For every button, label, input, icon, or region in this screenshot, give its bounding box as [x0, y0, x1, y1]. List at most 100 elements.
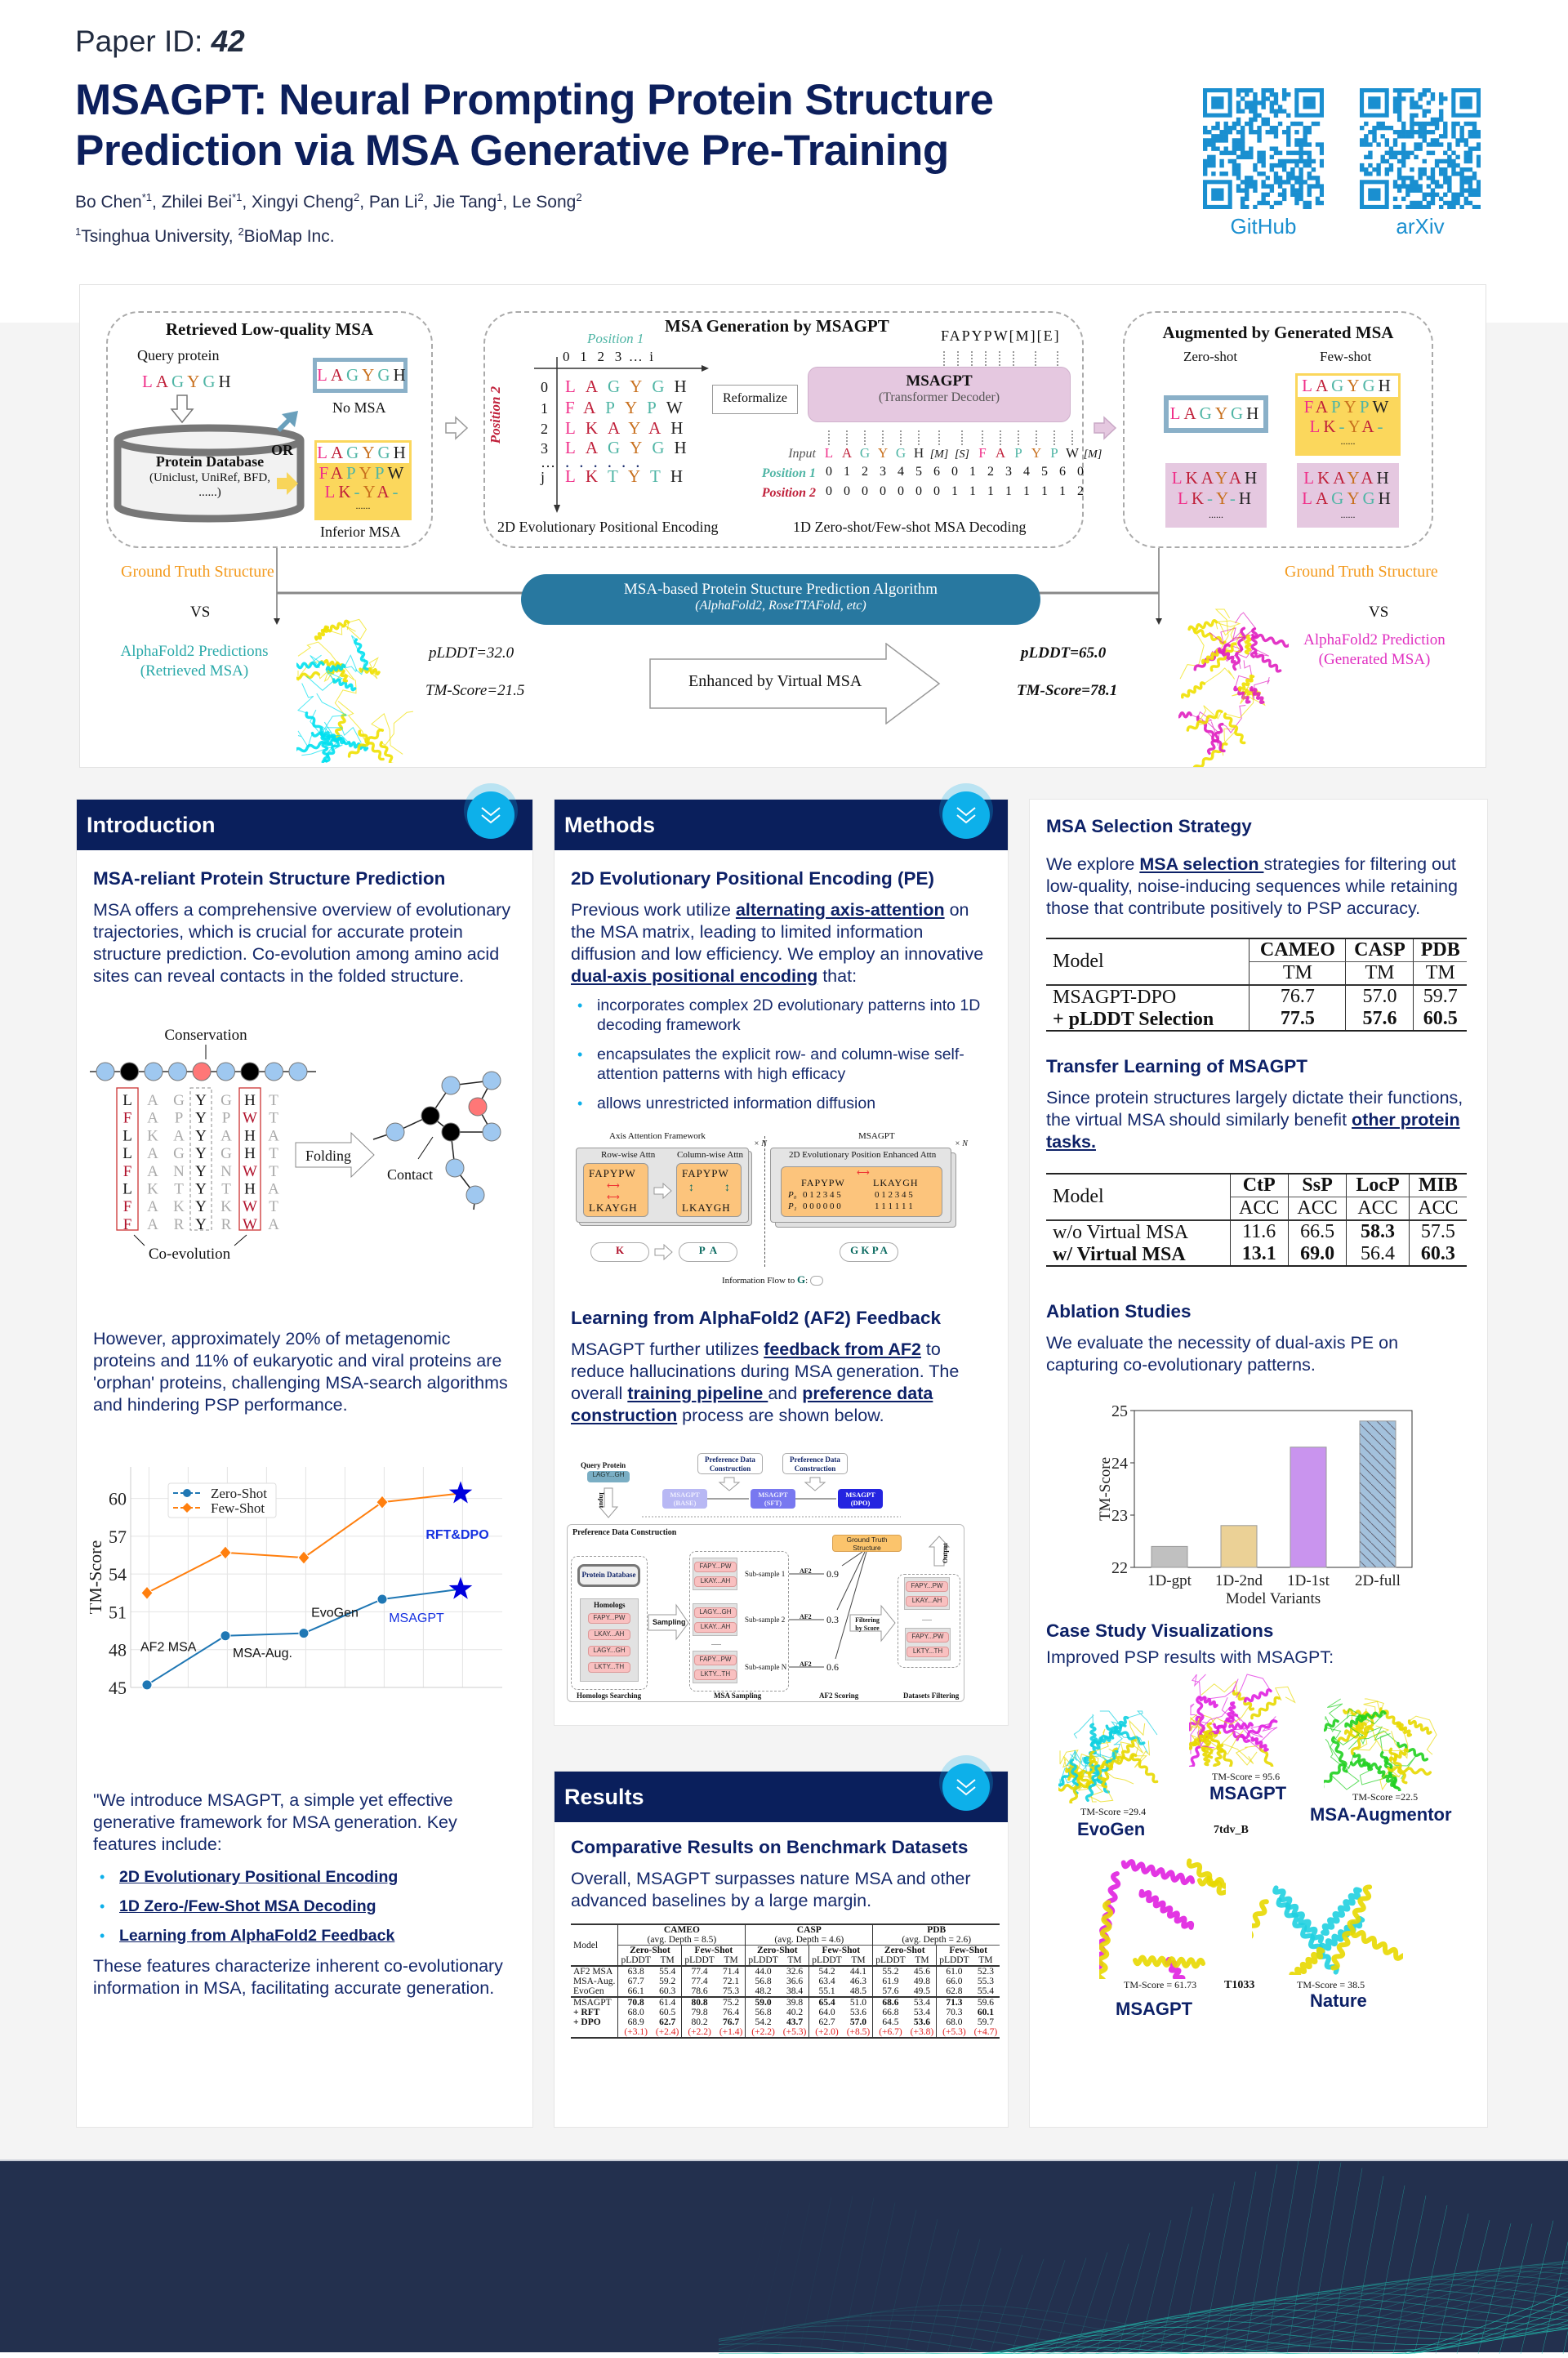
point-annotation: AF2 MSA: [140, 1641, 197, 1655]
table-cell: 57.0: [849, 2017, 867, 2027]
inline-link[interactable]: training pipeline: [627, 1384, 768, 1403]
stage-label: MSA Sampling: [714, 1692, 762, 1700]
table-cell: 56.4: [1346, 1243, 1410, 1266]
bar-1D-2nd: [1220, 1525, 1258, 1568]
table-cell: 53.6: [849, 2008, 867, 2017]
metric-header: ACC: [1408, 1197, 1467, 1220]
inline-link[interactable]: preference data construction: [571, 1384, 933, 1425]
inferior-msa-label: Inferior MSA: [320, 524, 401, 540]
header-row: Model CtP SsP LocP MIB: [1046, 1174, 1467, 1207]
sequence-chip: LKAY...AH: [588, 1629, 630, 1640]
residue-node: [482, 1122, 501, 1142]
model-name: MSAGPT-DPO: [1053, 986, 1177, 1008]
right-arrow-icon: [1094, 416, 1117, 440]
table-cell: 40.2: [786, 2008, 804, 2017]
prediction-sublabel-left: (Retrieved MSA): [140, 662, 249, 680]
database-subtitle: (Uniclust, UniRef, BFD,: [149, 471, 270, 484]
residue-node: [265, 1062, 283, 1081]
msa-residue: K: [147, 1181, 158, 1198]
feature-item[interactable]: 2D Evolutionary Positional Encoding: [93, 1867, 516, 1887]
tm-score-label: TM-Score = 95.6: [1212, 1771, 1281, 1782]
github-qr-code[interactable]: [1202, 87, 1325, 213]
feature-link[interactable]: Learning from AlphaFold2 Feedback: [119, 1927, 395, 1945]
table-cell: 49.8: [913, 1977, 930, 1986]
inline-link[interactable]: alternating axis-attention: [735, 900, 945, 920]
fig-label: × N: [754, 1139, 767, 1148]
table-cell: 75.3: [723, 1986, 740, 1996]
table-cell: 11.6: [1229, 1220, 1289, 1243]
figure-label: Output: [942, 1543, 949, 1563]
table-cell: 52.3: [977, 1967, 994, 1977]
decoder-tokens-row: L A G Y G H [M] [S] F A P Y P W [M]: [824, 445, 1102, 461]
tm-score-left: TM-Score=21.5: [425, 682, 525, 699]
feature-item[interactable]: Learning from AlphaFold2 Feedback: [93, 1926, 516, 1946]
arxiv-qr-code[interactable]: [1359, 87, 1481, 213]
data-point: [141, 1679, 153, 1691]
inline-link[interactable]: other protein tasks.: [1046, 1110, 1460, 1152]
msa-residue: K: [220, 1198, 232, 1215]
residue-node: [192, 1062, 212, 1081]
table-cell: 64.5: [872, 2017, 908, 2027]
msa-row: LAGYGH: [1302, 488, 1394, 508]
chevron-down-icon[interactable]: [942, 791, 990, 839]
msa-row: LAGYGH: [317, 443, 409, 463]
table-cell: 67.7: [617, 1977, 653, 1986]
subheading: MSA Selection Strategy: [1046, 816, 1252, 836]
metric-header: TM: [787, 1955, 802, 1965]
sequence-chip: LKAY...AH: [694, 1576, 737, 1587]
figure-label: ......: [922, 1615, 932, 1622]
input-label: Input: [788, 447, 816, 461]
msa-selection-table: Model CAMEO CASP PDB TM TM TM MSAGPT-DPO 76.7 57.…: [1046, 938, 1467, 1032]
metric-header: TM: [660, 1955, 675, 1965]
msa-grid-row: 3 LAGYGH: [541, 438, 697, 457]
inline-link[interactable]: dual-axis positional encoding: [571, 966, 818, 986]
feature-item[interactable]: 1D Zero-/Few-Shot MSA Decoding: [93, 1897, 516, 1916]
arxiv-link[interactable]: arXiv: [1396, 214, 1445, 238]
model-name: MSAGPT: [906, 372, 973, 390]
gain-cell: (+2.2): [745, 2027, 781, 2038]
column-header: LocP: [1346, 1174, 1410, 1197]
section-header: Introduction: [77, 791, 532, 850]
table-row: w/ Virtual MSA 13.1 69.0 56.4 60.3: [1046, 1243, 1467, 1266]
feature-link[interactable]: 2D Evolutionary Positional Encoding: [119, 1868, 399, 1886]
model-name: MSA-Aug.: [573, 1977, 616, 1986]
y-tick-label: 25: [1111, 1402, 1128, 1420]
inline-link[interactable]: feedback from AF2: [764, 1339, 921, 1359]
ground-truth-label-left: Ground Truth Structure: [121, 563, 274, 581]
table-cell: 59.7: [1413, 985, 1467, 1008]
msa-ellipsis: ......: [1209, 509, 1223, 520]
table-cell: 44.0: [745, 1966, 781, 1977]
msa-residue: F: [123, 1198, 132, 1215]
augmented-msa-panel: Augmented by Generated MSA Zero-shot Few…: [1123, 311, 1433, 548]
plddt-left: pLDDT=32.0: [429, 644, 514, 662]
filter-label: Filtering by Score: [855, 1616, 880, 1632]
input-arrows: [828, 429, 1073, 445]
residue-node: [445, 1158, 465, 1178]
gain-cell: (+6.7): [872, 2027, 908, 2038]
text-span: and: [768, 1384, 803, 1403]
fig-sequence: FAPYPW: [589, 1167, 636, 1179]
table-cell: 57.6: [872, 1986, 908, 1997]
chevron-down-icon[interactable]: [467, 791, 514, 839]
text-span: process are shown below.: [677, 1406, 884, 1425]
table-cell: 79.8: [681, 2008, 717, 2017]
table-row: w/o Virtual MSA 11.6 66.5 58.3 57.5: [1046, 1220, 1467, 1243]
panel-title: MSA Generation by MSAGPT: [665, 316, 889, 336]
metric-header: pLDDT: [808, 1955, 844, 1966]
datasets-box: [898, 1574, 960, 1668]
preference-box: Preference Data Construction: [782, 1453, 848, 1474]
no-msa-sequence: LAGYGH: [317, 362, 406, 389]
github-link[interactable]: GitHub: [1230, 214, 1297, 238]
table-cell: 76.4: [723, 2008, 740, 2017]
feature-link[interactable]: 1D Zero-/Few-Shot MSA Decoding: [119, 1897, 376, 1915]
chevron-down-icon[interactable]: [942, 1763, 990, 1811]
msa-generation-panel: MSA Generation by MSAGPT Position 1 Posi…: [483, 311, 1102, 548]
table-cell: 57.5: [1408, 1220, 1467, 1243]
inline-link[interactable]: MSA selection: [1139, 854, 1264, 874]
legend-label: Few-Shot: [211, 1500, 265, 1516]
paragraph: However, approximately 20% of metagenomi…: [93, 1329, 508, 1415]
metric-header: TM: [1345, 961, 1414, 985]
paragraph: MSAGPT further utilizes feedback from AF…: [571, 1339, 991, 1427]
query-chip: LAGY...GH: [587, 1471, 630, 1482]
table-cell: 57.6: [1345, 1008, 1414, 1031]
